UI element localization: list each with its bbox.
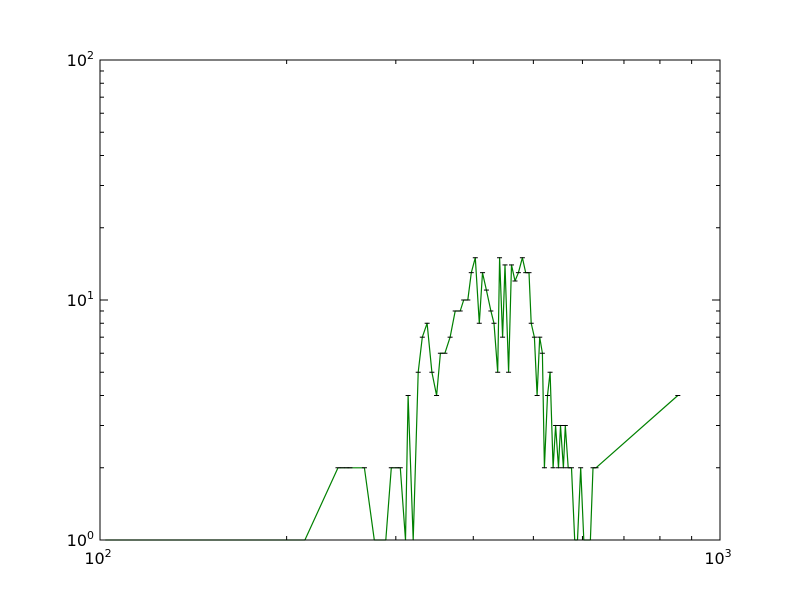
plot-area-frame (99, 59, 721, 541)
series-line (105, 257, 679, 541)
y-tick-label: 101 (67, 289, 94, 310)
tick-layer: 102 103 100 101 102 (67, 49, 732, 568)
y-tick-label: 100 (67, 529, 94, 550)
y-tick-label: 102 (67, 49, 94, 70)
x-tick-label: 102 (84, 547, 111, 568)
series-layer (102, 257, 681, 541)
x-tick-label: 103 (704, 547, 731, 568)
